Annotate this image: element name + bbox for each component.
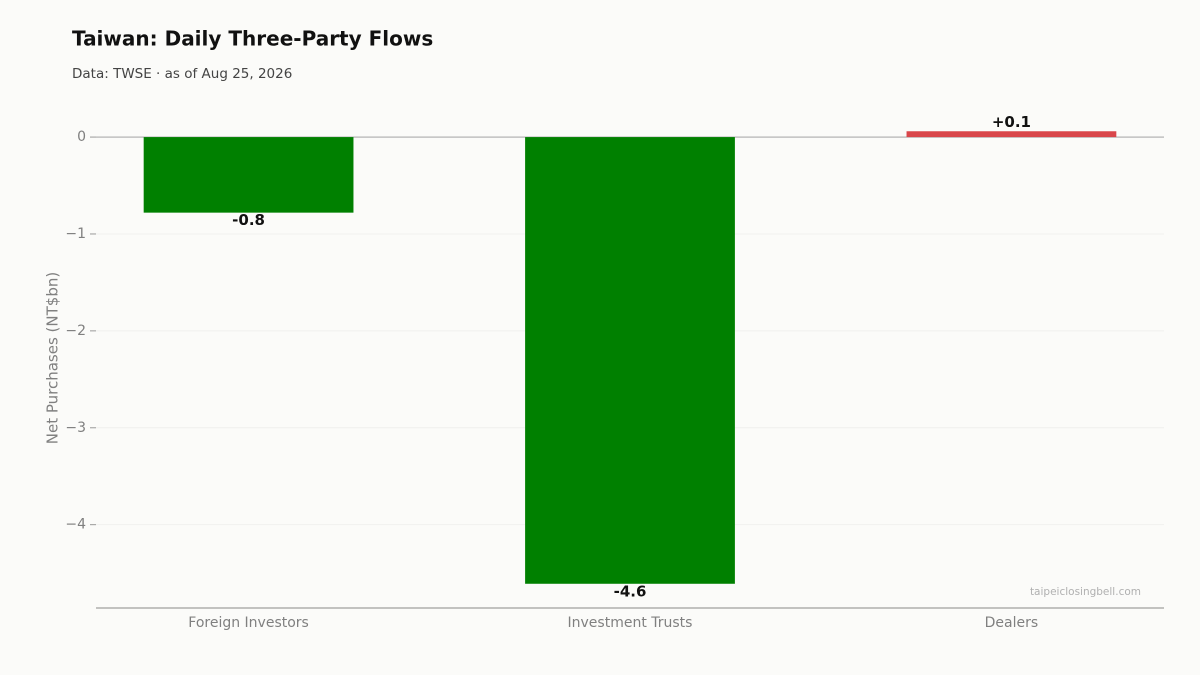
y-tick-label: 0 xyxy=(77,129,86,145)
value-label: +0.1 xyxy=(992,113,1031,131)
x-tick-label: Investment Trusts xyxy=(568,615,693,631)
chart-title: Taiwan: Daily Three-Party Flows xyxy=(72,27,433,51)
y-tick-label: −2 xyxy=(65,323,86,339)
value-label: -4.6 xyxy=(614,582,647,600)
bar xyxy=(525,137,735,584)
chart-subtitle: Data: TWSE · as of Aug 25, 2026 xyxy=(72,66,292,82)
x-tick-label: Foreign Investors xyxy=(188,615,309,631)
bar xyxy=(906,131,1117,138)
y-tick-label: −1 xyxy=(65,226,86,242)
bar xyxy=(143,137,354,213)
watermark: taipeiclosingbell.com xyxy=(1030,586,1141,598)
y-tick-label: −3 xyxy=(65,420,86,436)
x-tick-label: Dealers xyxy=(985,615,1039,631)
value-label: -0.8 xyxy=(232,211,265,229)
y-tick-label: −4 xyxy=(65,517,86,533)
y-axis-label: Net Purchases (NT$bn) xyxy=(44,272,62,444)
